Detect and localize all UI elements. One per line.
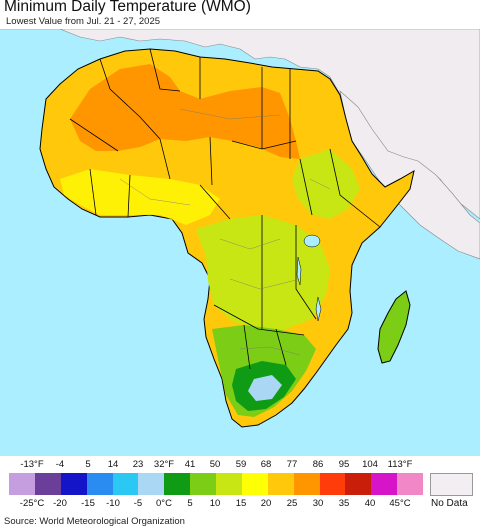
c-label: -10 [106, 498, 120, 509]
c-label: 35 [338, 498, 350, 509]
lesotho-freezing-zone [248, 375, 282, 401]
legend-swatch-11 [293, 473, 320, 495]
c-label: 30 [312, 498, 324, 509]
f-label: -4 [55, 459, 65, 470]
f-label: 113°F [387, 459, 413, 470]
c-label: -15 [81, 498, 95, 509]
f-label: 95 [338, 459, 350, 470]
africa-temperature-map [0, 29, 480, 456]
f-label: 14 [107, 459, 119, 470]
fahrenheit-scale: -13°F -4 5 14 23 32°F 41 50 59 68 77 86 … [0, 459, 480, 471]
legend-swatch-10 [267, 473, 294, 495]
lake-victoria [303, 234, 321, 248]
legend-swatch-15 [397, 473, 423, 495]
f-label: 59 [235, 459, 247, 470]
f-label: 41 [184, 459, 196, 470]
f-label: 5 [85, 459, 91, 470]
celsius-scale: -25°C -20 -15 -10 -5 0°C 5 10 15 20 25 3… [0, 498, 480, 510]
legend-swatch-3 [86, 473, 113, 495]
c-label: -20 [53, 498, 67, 509]
c-label: -5 [133, 498, 143, 509]
f-label: 50 [209, 459, 221, 470]
f-label: 77 [286, 459, 298, 470]
c-label: 0°C [156, 498, 172, 509]
page-title: Minimum Daily Temperature (WMO) [4, 0, 251, 15]
c-label: 20 [260, 498, 272, 509]
central-africa-zone [196, 215, 330, 329]
c-label: 25 [286, 498, 298, 509]
legend-swatch-12 [319, 473, 346, 495]
lake-tanganyika [296, 256, 302, 286]
legend-swatch-2 [60, 473, 87, 495]
c-label: -25°C [19, 498, 45, 509]
f-label: 23 [132, 459, 144, 470]
color-scale [9, 473, 423, 495]
country-borders [69, 48, 381, 370]
legend-swatch-13 [345, 473, 372, 495]
temperature-legend: -13°F -4 5 14 23 32°F 41 50 59 68 77 86 … [0, 456, 480, 516]
legend-swatch-5 [138, 473, 165, 495]
legend-swatch-14 [371, 473, 398, 495]
madagascar [377, 290, 411, 364]
c-label: 15 [235, 498, 247, 509]
source-credit: Source: World Meteorological Organizatio… [4, 516, 185, 527]
c-label: 5 [187, 498, 193, 509]
legend-swatch-7 [190, 473, 216, 495]
page-subtitle: Lowest Value from Jul. 21 - 27, 2025 [6, 16, 161, 27]
f-label: 32°F [153, 459, 175, 470]
f-label: 104 [362, 459, 378, 470]
legend-swatch-9 [241, 473, 268, 495]
sahel-band [60, 169, 220, 225]
legend-swatch-4 [112, 473, 139, 495]
map-canvas [0, 29, 480, 456]
no-data-label: No Data [431, 498, 468, 509]
c-label: 10 [209, 498, 221, 509]
legend-swatch-0 [9, 473, 35, 495]
c-label: 45°C [389, 498, 411, 509]
f-label: 68 [260, 459, 272, 470]
legend-swatch-8 [216, 473, 242, 495]
legend-swatch-6 [164, 473, 191, 495]
no-data-swatch [430, 473, 473, 496]
sahara-hot-zone [70, 64, 300, 159]
f-label: -13°F [20, 459, 44, 470]
c-label: 40 [364, 498, 376, 509]
legend-swatch-1 [34, 473, 61, 495]
f-label: 86 [312, 459, 324, 470]
subnational-borders [119, 108, 331, 356]
lake-malawi [315, 296, 322, 322]
